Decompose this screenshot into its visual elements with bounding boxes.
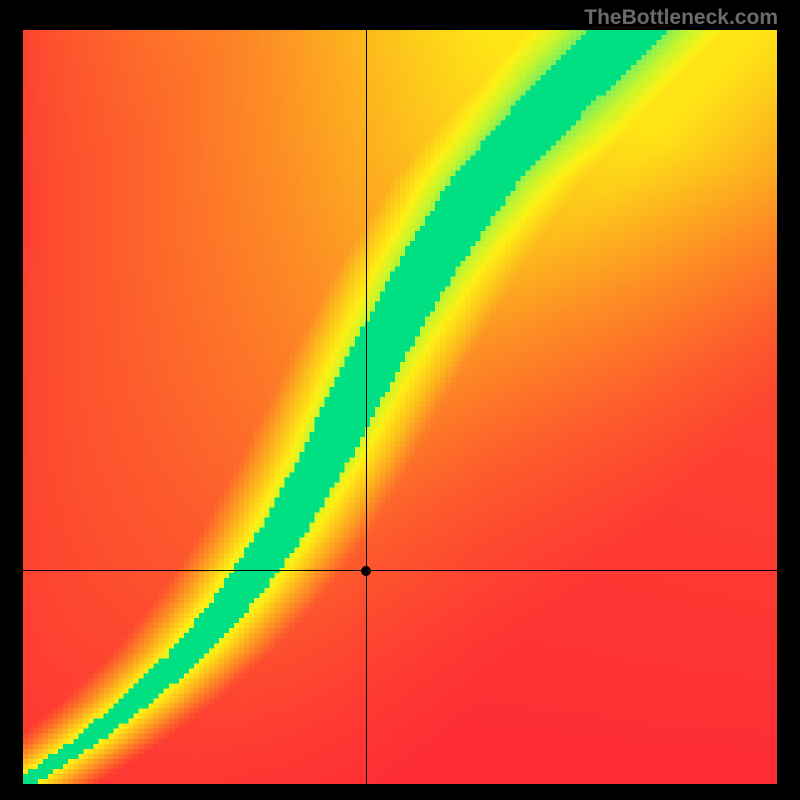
crosshair-vertical bbox=[366, 30, 367, 784]
plot-area bbox=[23, 30, 777, 784]
marker-point bbox=[361, 566, 371, 576]
heatmap-canvas bbox=[23, 30, 777, 784]
watermark-text: TheBottleneck.com bbox=[584, 6, 778, 30]
crosshair-horizontal bbox=[23, 570, 777, 571]
chart-container: TheBottleneck.com bbox=[0, 0, 800, 800]
